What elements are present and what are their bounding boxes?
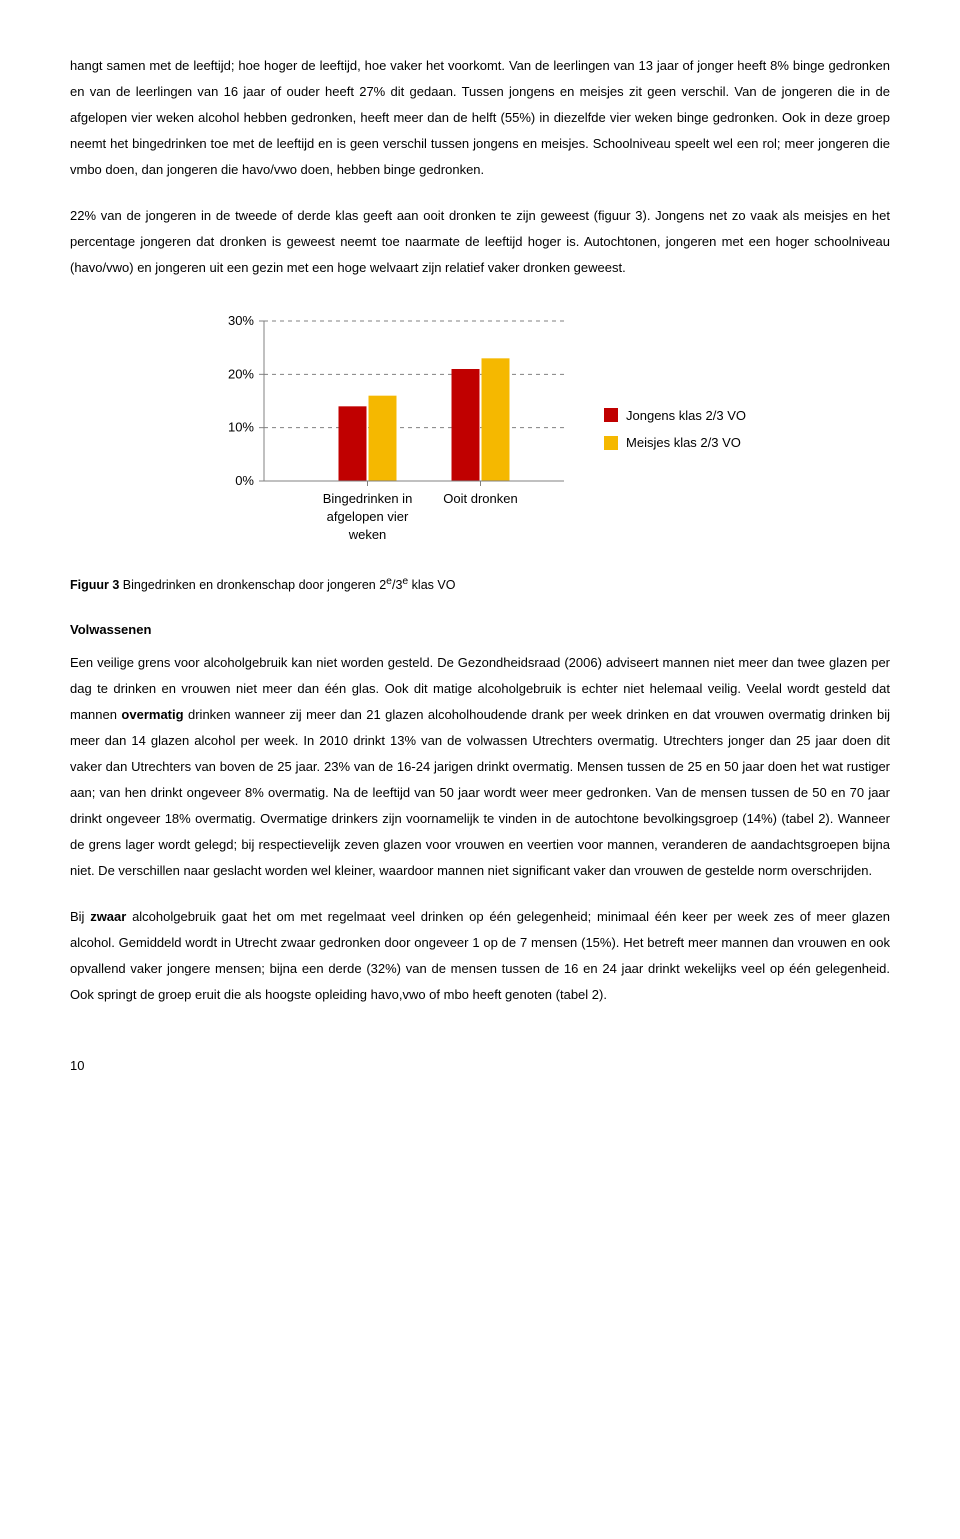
p4-a: Bij — [70, 909, 90, 924]
subhead-volwassenen: Volwassenen — [70, 622, 890, 637]
page: hangt samen met de leeftijd; hoe hoger d… — [0, 0, 960, 1103]
bar-chart: 0% 10% 20% 30% Bingedrinken in afgelopen vier… — [214, 311, 574, 551]
p4-bold: zwaar — [90, 909, 126, 924]
p3-bold: overmatig — [121, 707, 183, 722]
svg-text:weken: weken — [348, 527, 387, 542]
svg-text:Ooit dronken: Ooit dronken — [443, 491, 517, 506]
paragraph-2: 22% van de jongeren in de tweede of derd… — [70, 203, 890, 281]
p3-c: drinken wanneer zij meer dan 21 glazen a… — [70, 707, 890, 878]
svg-text:30%: 30% — [228, 313, 254, 328]
p4-c: alcoholgebruik gaat het om met regelmaat… — [70, 909, 890, 1002]
legend-row: Meisjes klas 2/3 VO — [604, 431, 746, 454]
page-number: 10 — [70, 1058, 890, 1073]
figure-caption: Figuur 3 Bingedrinken en dronkenschap do… — [70, 576, 890, 592]
svg-text:afgelopen vier: afgelopen vier — [327, 509, 409, 524]
svg-text:20%: 20% — [228, 366, 254, 381]
legend-swatch — [604, 408, 618, 422]
caption-text-a: Bingedrinken en dronkenschap door jonger… — [119, 578, 386, 592]
chart-legend: Jongens klas 2/3 VO Meisjes klas 2/3 VO — [604, 404, 746, 459]
paragraph-3: Een veilige grens voor alcoholgebruik ka… — [70, 650, 890, 884]
svg-text:0%: 0% — [235, 473, 254, 488]
chart-area: 0% 10% 20% 30% Bingedrinken in afgelopen vier… — [70, 311, 890, 551]
legend-label: Meisjes klas 2/3 VO — [626, 431, 741, 454]
legend-label: Jongens klas 2/3 VO — [626, 404, 746, 427]
paragraph-4: Bij zwaar alcoholgebruik gaat het om met… — [70, 904, 890, 1008]
legend-row: Jongens klas 2/3 VO — [604, 404, 746, 427]
legend-swatch — [604, 436, 618, 450]
paragraph-1: hangt samen met de leeftijd; hoe hoger d… — [70, 53, 890, 183]
svg-text:Bingedrinken in: Bingedrinken in — [323, 491, 413, 506]
caption-text-mid: /3 — [392, 578, 402, 592]
caption-label: Figuur 3 — [70, 578, 119, 592]
svg-text:10%: 10% — [228, 420, 254, 435]
caption-text-end: klas VO — [408, 578, 455, 592]
